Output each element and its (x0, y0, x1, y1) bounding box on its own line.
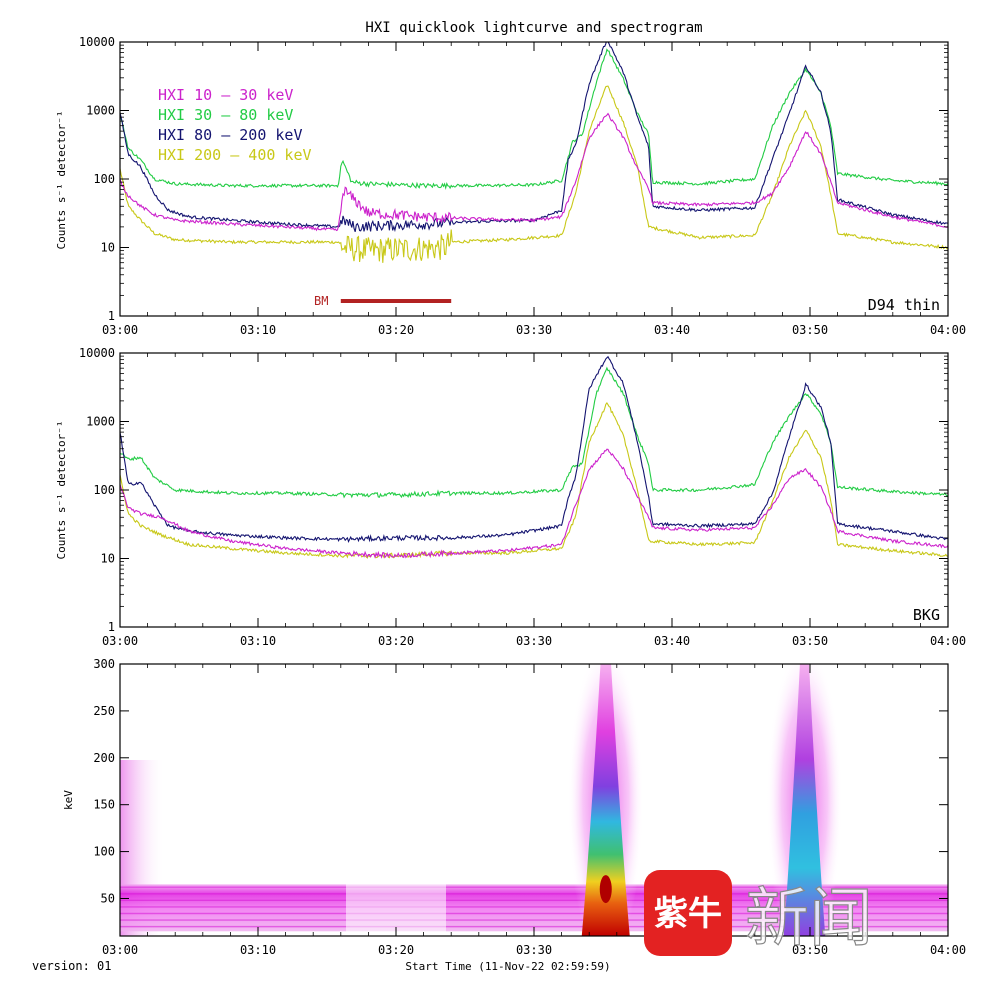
y-tick-label: 10000 (79, 346, 115, 360)
y-tick-label: 100 (93, 483, 115, 497)
x-tick-label: 03:20 (378, 943, 414, 957)
x-tick-label: 04:00 (930, 634, 966, 648)
watermark-logo-box (644, 870, 732, 956)
background-panel: 10000 1000 100 10 1 03:00 03:10 03:20 03:30 03:4… (55, 346, 966, 648)
spectrogram-x-axis-label: Start Time (11-Nov-22 02:59:59) (405, 960, 610, 973)
spectrogram-panel: 300 250 200 150 100 50 03:00 03:10 03:20 03:30 03… (32, 657, 966, 973)
lightcurve-y-axis-label: Counts s⁻¹ detector⁻¹ (55, 110, 68, 249)
x-tick-label: 03:40 (654, 634, 690, 648)
lightcurve-panel-label: D94 thin (868, 296, 940, 314)
y-tick-label: 100 (93, 172, 115, 186)
x-tick-label: 03:20 (378, 323, 414, 337)
series-line-30-80-kev (120, 366, 948, 499)
background-panel-label: BKG (913, 606, 940, 624)
y-tick-label: 100 (93, 845, 115, 859)
legend-entry-200-400: HXI 200 – 400 keV (158, 146, 312, 164)
x-tick-label: 03:20 (378, 634, 414, 648)
watermark-logo-text: 紫牛 (654, 894, 722, 934)
series-line-30-80-kev (120, 48, 948, 191)
spectrogram-peak (581, 664, 630, 936)
spectrogram-peak-core (599, 875, 612, 904)
watermark-text: 新闻 (745, 882, 873, 956)
series-line-200-400-kev (120, 402, 948, 559)
x-tick-label: 03:30 (516, 634, 552, 648)
y-tick-label: 200 (93, 751, 115, 765)
lightcurve-panel: 10000 1000 100 10 1 03:00 03:10 03:20 03:30 03:4… (55, 35, 966, 337)
spectrogram-y-axis-label: keV (62, 790, 75, 810)
series-line-80-200-kev (120, 355, 948, 543)
x-tick-label: 03:10 (240, 323, 276, 337)
y-tick-label: 1 (108, 309, 115, 323)
y-tick-label: 1000 (86, 104, 115, 118)
x-tick-label: 03:10 (240, 943, 276, 957)
x-tick-label: 03:50 (792, 943, 828, 957)
legend-entry-10-30: HXI 10 – 30 keV (158, 86, 293, 104)
x-tick-label: 03:00 (102, 634, 138, 648)
y-tick-label: 1 (108, 620, 115, 634)
spectrogram-peak (783, 664, 826, 936)
legend-entry-30-80: HXI 30 – 80 keV (158, 106, 293, 124)
x-tick-label: 04:00 (930, 323, 966, 337)
y-tick-label: 250 (93, 704, 115, 718)
version-label: version: 01 (32, 959, 111, 973)
x-tick-label: 03:50 (792, 634, 828, 648)
x-tick-label: 03:00 (102, 323, 138, 337)
y-tick-label: 10000 (79, 35, 115, 49)
watermark-logo: 紫牛 新闻 (644, 870, 874, 957)
chart-title: HXI quicklook lightcurve and spectrogram (365, 20, 702, 36)
series-line-200-400-kev (120, 85, 948, 263)
lightcurve-legend: HXI 10 – 30 keV HXI 30 – 80 keV HXI 80 –… (158, 86, 312, 164)
x-tick-label: 03:40 (654, 323, 690, 337)
x-tick-label: 03:10 (240, 634, 276, 648)
y-tick-label: 10 (101, 552, 115, 566)
series-line-10-30-kev (120, 448, 948, 559)
y-tick-label: 150 (93, 798, 115, 812)
y-tick-label: 10 (101, 241, 115, 255)
x-tick-label: 03:30 (516, 323, 552, 337)
legend-entry-80-200: HXI 80 – 200 keV (158, 126, 303, 144)
x-tick-label: 03:50 (792, 323, 828, 337)
y-tick-label: 300 (93, 657, 115, 671)
background-y-axis-label: Counts s⁻¹ detector⁻¹ (55, 420, 68, 559)
bm-annotation-label: BM (314, 294, 328, 308)
y-tick-label: 1000 (86, 415, 115, 429)
series-line-10-30-kev (120, 112, 948, 232)
x-tick-label: 03:30 (516, 943, 552, 957)
x-tick-label: 04:00 (930, 943, 966, 957)
y-tick-label: 50 (101, 891, 115, 905)
lightcurve-plot-frame (119, 41, 949, 317)
x-tick-label: 03:00 (102, 943, 138, 957)
